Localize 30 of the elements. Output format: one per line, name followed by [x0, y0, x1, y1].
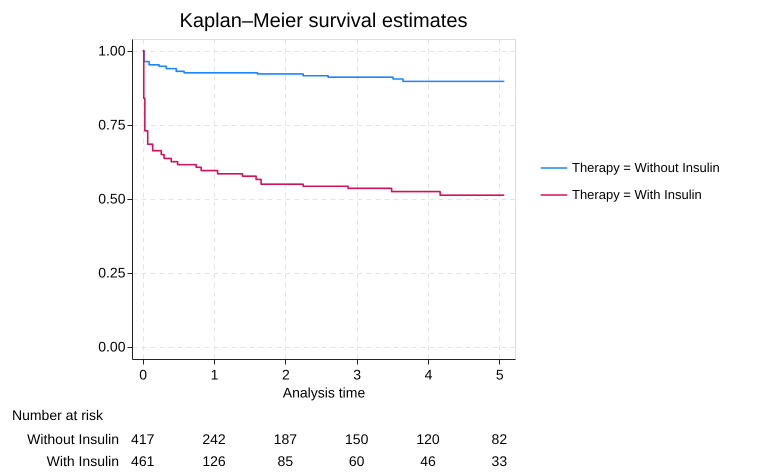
text: 126 — [202, 453, 226, 469]
text: 461 — [131, 453, 155, 469]
text: 33 — [492, 453, 508, 469]
text: Number at risk — [12, 407, 104, 423]
x-tick-label: 1 — [210, 366, 219, 382]
y-tick-label: 0.00 — [98, 338, 126, 355]
text: With Insulin — [46, 453, 119, 469]
y-tick-label: 0.25 — [98, 264, 126, 281]
x-tick-label: 3 — [353, 366, 362, 382]
text: 242 — [202, 431, 226, 447]
text: 187 — [274, 431, 298, 447]
y-tick-label: 0.75 — [98, 116, 126, 132]
text: 85 — [278, 453, 294, 469]
text: 150 — [344, 431, 369, 447]
x-tick-label: 4 — [424, 366, 433, 382]
y-tick-label: 0.50 — [98, 190, 126, 206]
x-axis-title: Analysis time — [282, 384, 366, 400]
y-tick-label: 1.00 — [98, 42, 126, 58]
text: 120 — [416, 431, 440, 447]
text: 60 — [348, 453, 365, 469]
x-tick-label: 2 — [282, 366, 290, 382]
legend-label: Therapy = Without Insulin — [572, 160, 720, 175]
text: 417 — [131, 431, 155, 447]
chart-title: Kaplan–Meier survival estimates — [180, 10, 468, 32]
text: Without Insulin — [27, 431, 119, 447]
text: 82 — [492, 431, 508, 447]
text: 46 — [420, 453, 436, 469]
x-tick-label: 5 — [496, 366, 504, 382]
x-tick-label: 0 — [139, 366, 148, 382]
legend-label: Therapy = With Insulin — [572, 187, 702, 202]
